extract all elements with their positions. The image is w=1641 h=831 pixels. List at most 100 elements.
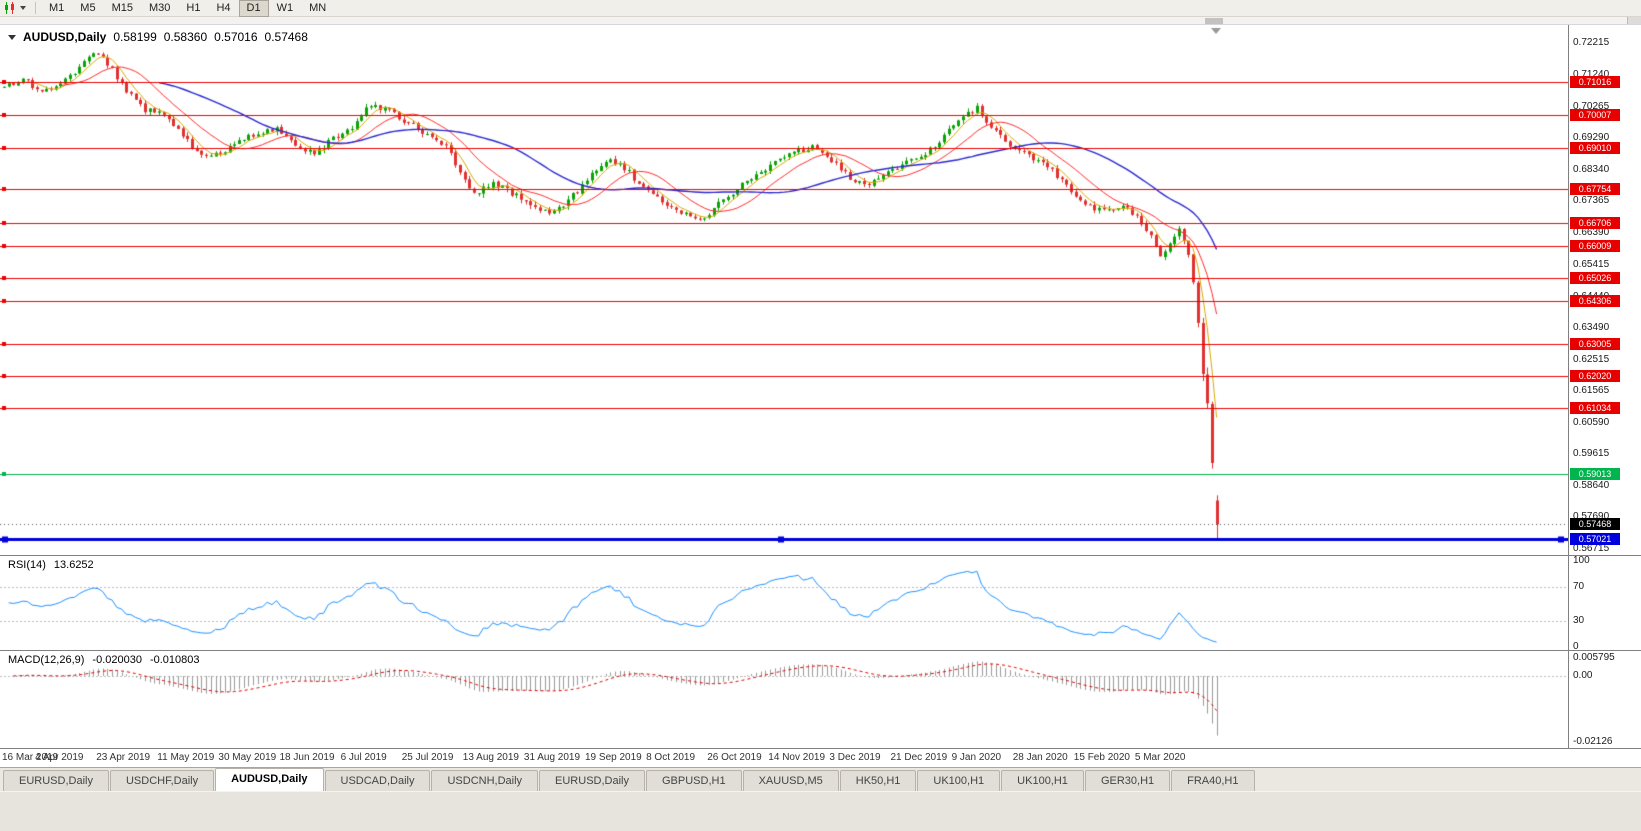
chart-tab-usdchf-daily[interactable]: USDCHF,Daily — [109, 770, 215, 791]
rsi-title: RSI(14) — [8, 559, 46, 571]
timeframe-button-h1[interactable]: H1 — [186, 1, 201, 14]
price-tick-label: 0.57690 — [1573, 511, 1610, 523]
collapse-triangle-icon[interactable] — [8, 34, 16, 40]
toolbar-separator — [35, 2, 36, 14]
status-bar — [0, 791, 1641, 831]
macd-main-value: -0.020030 — [92, 654, 142, 666]
resistance-price-tag: 0.62020 — [1570, 369, 1620, 382]
ohlc-high: 0.58360 — [163, 30, 208, 44]
chart-type-icon[interactable] — [4, 2, 17, 14]
timeframe-toolbar: M1 M5 M15 M30 H1 H4 D1 W1 MN — [0, 0, 1641, 17]
rsi-tick-label: 0 — [1573, 641, 1579, 652]
chart-tab-eurusd-daily[interactable]: EURUSD,Daily — [539, 770, 645, 791]
resistance-price-tag: 0.63005 — [1570, 337, 1620, 350]
date-label: 4 Apr 2019 — [35, 752, 84, 763]
date-label: 31 Aug 2019 — [523, 752, 581, 763]
ohlc-low: 0.57016 — [214, 30, 258, 44]
resistance-price-tag: 0.61034 — [1570, 402, 1620, 414]
price-tick-label: 0.65415 — [1573, 258, 1610, 270]
chart-tab-hk50-h1[interactable]: HK50,H1 — [839, 770, 917, 791]
price-tick-label: 0.60590 — [1573, 416, 1610, 428]
resistance-price-tag: 0.67754 — [1570, 182, 1620, 195]
price-tick-label: 0.63490 — [1573, 321, 1610, 333]
price-tick-label: 0.69290 — [1573, 132, 1610, 144]
date-label: 3 Dec 2019 — [829, 752, 881, 763]
resistance-price-tag: 0.64306 — [1570, 295, 1620, 308]
timeframe-button-m5[interactable]: M5 — [80, 1, 96, 14]
rsi-indicator-panel: RSI(14) 13.6252 100 70 30 0 — [0, 555, 1641, 652]
chart-symbol: AUDUSD,Daily — [23, 30, 107, 44]
chart-tab-usdcnh-daily[interactable]: USDCNH,Daily — [431, 770, 539, 791]
date-label: 9 Jan 2020 — [951, 752, 1002, 763]
price-chart-panel: AUDUSD,Daily 0.58199 0.58360 0.57016 0.5… — [0, 25, 1641, 556]
date-label: 5 Mar 2020 — [1134, 752, 1186, 763]
timeframe-button-mn[interactable]: MN — [309, 1, 327, 14]
resistance-price-tag: 0.65026 — [1570, 271, 1620, 284]
chart-tab-uk100-h1[interactable]: UK100,H1 — [917, 770, 1001, 791]
timeframe-button-w1[interactable]: W1 — [276, 1, 294, 14]
chart-tab-uk100-h1[interactable]: UK100,H1 — [1001, 770, 1084, 791]
date-label: 18 Jun 2019 — [279, 752, 335, 763]
rsi-canvas[interactable] — [0, 556, 1568, 650]
chart-tabs-bar: EURUSD,Daily USDCHF,Daily AUDUSD,Daily USDC… — [0, 767, 1641, 791]
chart-tab-xauusd-m5[interactable]: XAUUSD,M5 — [742, 770, 839, 791]
date-label: 8 Oct 2019 — [646, 752, 696, 763]
current-price-tag: 0.57468 — [1570, 518, 1620, 531]
macd-title: MACD(12,26,9) — [8, 654, 85, 666]
macd-tick-label: 0.00 — [1573, 669, 1593, 681]
rsi-value: 13.6252 — [53, 559, 94, 571]
price-tick-label: 0.58640 — [1573, 480, 1610, 492]
date-label: 16 Mar 2019 — [2, 752, 59, 763]
rsi-tick-label: 30 — [1573, 615, 1585, 627]
date-label: 23 Apr 2019 — [96, 752, 151, 763]
rsi-tick-label: 70 — [1573, 580, 1585, 592]
macd-label: MACD(12,26,9) -0.020030 -0.010803 — [8, 654, 200, 666]
date-label: 30 May 2019 — [218, 752, 277, 763]
timeframe-button-m30[interactable]: M30 — [148, 1, 171, 14]
date-label: 28 Jan 2020 — [1012, 752, 1068, 763]
date-label: 13 Aug 2019 — [462, 752, 519, 763]
date-label: 21 Dec 2019 — [890, 752, 948, 763]
price-tick-label: 0.72215 — [1573, 37, 1610, 48]
timeframe-button-h4[interactable]: H4 — [216, 1, 231, 14]
price-tick-label: 0.62515 — [1573, 353, 1610, 365]
rsi-label: RSI(14) 13.6252 — [8, 559, 94, 571]
macd-tick-label: 0.005795 — [1573, 652, 1615, 663]
resistance-price-tag: 0.70007 — [1570, 109, 1620, 122]
timeframe-button-d1[interactable]: D1 — [238, 0, 269, 17]
chart-tab-audusd-daily[interactable]: AUDUSD,Daily — [215, 768, 324, 791]
chart-tab-gbpusd-h1[interactable]: GBPUSD,H1 — [646, 770, 742, 791]
macd-tick-label: -0.02126 — [1573, 736, 1613, 747]
ohlc-close: 0.57468 — [264, 30, 308, 44]
macd-canvas[interactable] — [0, 651, 1568, 748]
macd-indicator-panel: MACD(12,26,9) -0.020030 -0.010803 0.0057… — [0, 651, 1641, 749]
resistance-price-tag: 0.71016 — [1570, 76, 1620, 89]
rsi-tick-label: 100 — [1573, 555, 1590, 566]
blue-line-price-tag: 0.57021 — [1570, 533, 1620, 545]
date-label: 26 Oct 2019 — [707, 752, 762, 763]
date-label: 19 Sep 2019 — [585, 752, 642, 763]
timeframe-button-m1[interactable]: M1 — [49, 1, 65, 14]
chart-tab-ger30-h1[interactable]: GER30,H1 — [1084, 770, 1171, 791]
resistance-price-tag: 0.69010 — [1570, 141, 1620, 154]
price-axis: 0.72215 0.71240 0.70265 0.69290 0.68340 0.673… — [1568, 25, 1641, 555]
chart-tab-fra40-h1[interactable]: FRA40,H1 — [1171, 770, 1255, 791]
price-chart-canvas[interactable] — [0, 25, 1568, 555]
date-label: 6 Jul 2019 — [340, 752, 387, 763]
price-tick-label: 0.67365 — [1573, 195, 1610, 207]
chart-tab-eurusd-daily[interactable]: EURUSD,Daily — [3, 770, 109, 791]
chart-type-dropdown-caret-icon[interactable] — [20, 6, 26, 10]
date-label: 15 Feb 2020 — [1073, 752, 1130, 763]
date-label: 14 Nov 2019 — [768, 752, 826, 763]
chart-title: AUDUSD,Daily 0.58199 0.58360 0.57016 0.5… — [8, 30, 308, 44]
price-tick-label: 0.56715 — [1573, 543, 1610, 554]
resistance-price-tag: 0.66706 — [1570, 216, 1620, 229]
price-tick-label: 0.66390 — [1573, 227, 1610, 239]
timeframe-button-m15[interactable]: M15 — [111, 1, 133, 14]
scrollbar-thumb[interactable] — [1205, 18, 1223, 24]
chart-horizontal-scrollbar[interactable] — [0, 17, 1641, 25]
timeframe-buttons: M1 M5 M15 M30 H1 H4 D1 W1 MN — [41, 0, 334, 17]
scrollbar-right-button[interactable] — [1627, 17, 1641, 24]
price-tick-label: 0.68340 — [1573, 163, 1610, 175]
chart-tab-usdcad-daily[interactable]: USDCAD,Daily — [324, 770, 431, 791]
